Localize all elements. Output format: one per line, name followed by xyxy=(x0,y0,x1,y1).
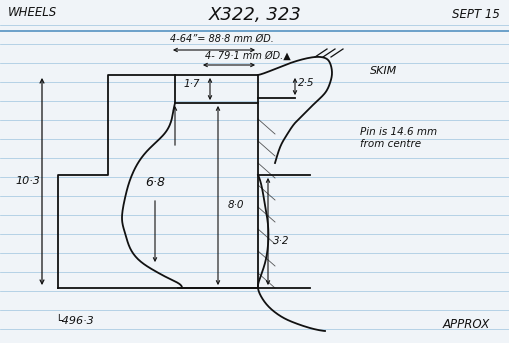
Text: APPROX: APPROX xyxy=(442,319,489,331)
Text: 4- 79·1 mm ØD.▲: 4- 79·1 mm ØD.▲ xyxy=(205,51,290,61)
Text: X322, 323: X322, 323 xyxy=(208,6,301,24)
Text: 10·3: 10·3 xyxy=(16,177,40,187)
Text: 4-64”= 88·8 mm ØD.: 4-64”= 88·8 mm ØD. xyxy=(169,34,273,44)
Text: 8·0: 8·0 xyxy=(228,201,244,211)
Text: 3·2: 3·2 xyxy=(272,237,289,247)
Text: 2·5: 2·5 xyxy=(297,79,314,88)
Text: WHEELS: WHEELS xyxy=(8,7,57,20)
Text: 6·8: 6·8 xyxy=(145,177,165,189)
Text: └496·3: └496·3 xyxy=(55,316,94,326)
Text: SKIM: SKIM xyxy=(369,66,397,76)
Text: SEPT 15: SEPT 15 xyxy=(451,9,499,22)
Text: 1·7: 1·7 xyxy=(183,79,200,89)
Text: Pin is 14.6 mm
from centre: Pin is 14.6 mm from centre xyxy=(359,127,436,149)
